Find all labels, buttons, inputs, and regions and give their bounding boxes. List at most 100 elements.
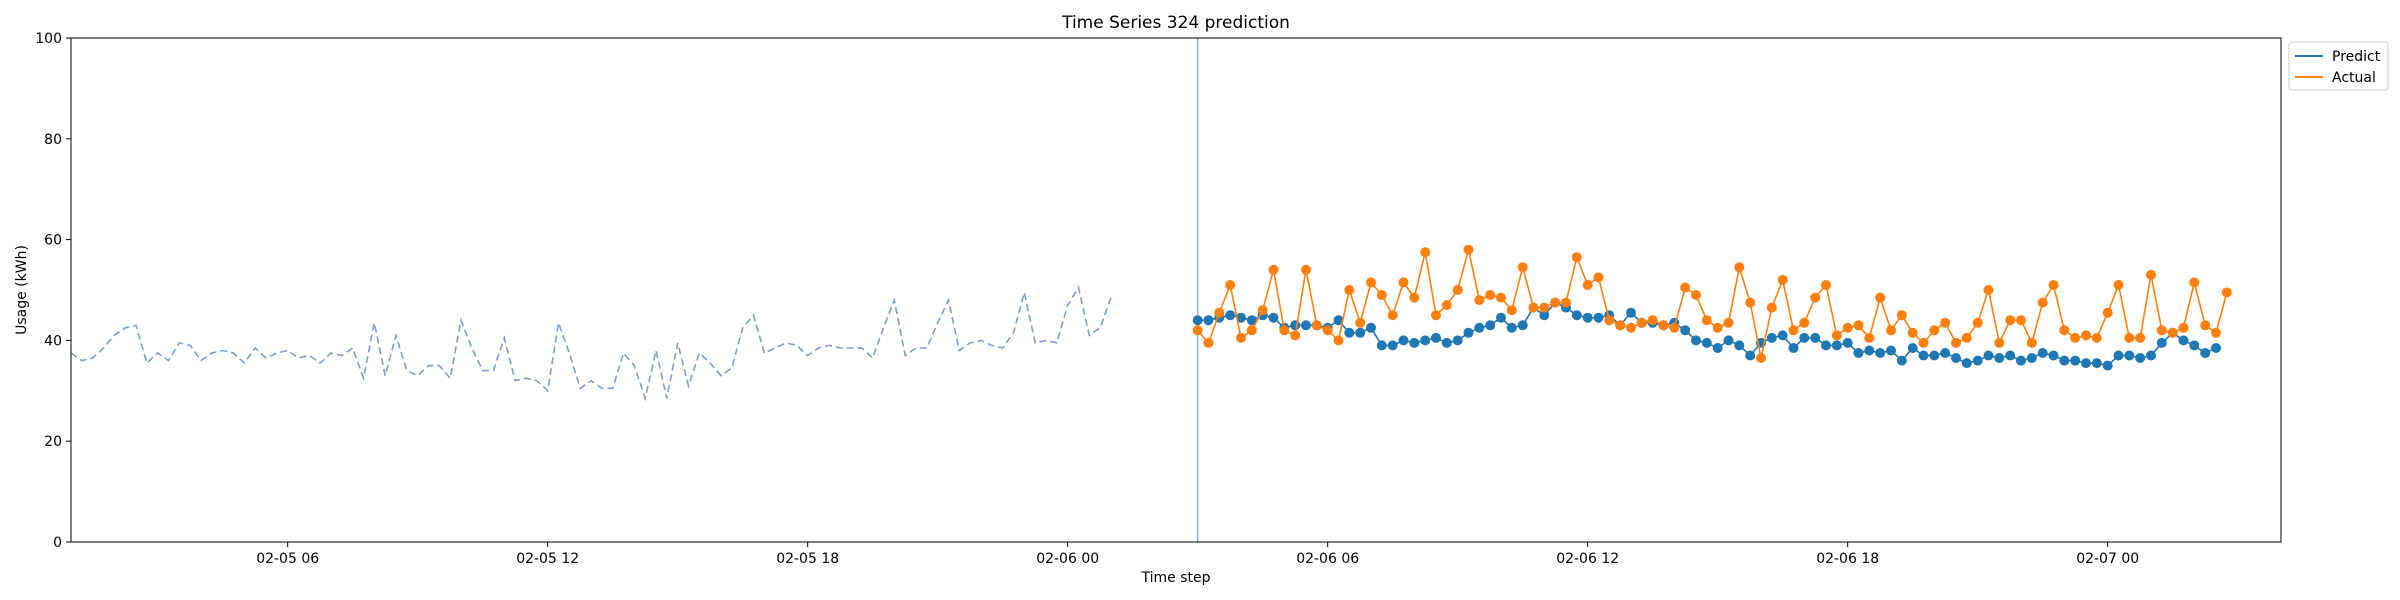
data-point-actual [1658,320,1669,331]
data-point-predict [1246,315,1257,326]
plot-area-frame [70,37,2282,543]
data-point-actual [1810,292,1821,303]
data-point-actual [2135,332,2146,343]
data-point-actual [1745,297,1756,308]
data-point-predict [1409,337,1420,348]
data-point-actual [1539,302,1550,313]
x-tick-label: 02-06 06 [1296,551,1359,567]
x-tick-label: 02-05 12 [516,551,579,567]
data-point-actual [1474,295,1485,306]
series-line-actual [1197,249,2228,359]
data-point-predict [1701,337,1712,348]
data-point-actual [2102,307,2113,318]
data-point-actual [1268,264,1279,275]
data-point-predict [2070,355,2081,366]
data-point-predict [2178,335,2189,346]
data-point-actual [1951,337,1961,348]
data-point-predict [1831,340,1842,351]
plot-layer [70,38,2232,542]
data-point-actual [1301,264,1311,275]
data-point-actual [2016,315,2026,326]
data-point-predict [1691,335,1701,346]
x-tick-label: 02-06 12 [1556,551,1619,567]
data-point-predict [1983,350,1994,361]
history-line [70,285,1112,402]
legend-label-actual: Actual [2332,70,2376,86]
data-point-predict [1875,348,1886,358]
data-point-predict [1788,343,1799,353]
y-tick-label: 100 [35,31,62,47]
data-point-actual [1929,325,1940,336]
data-point-actual [1290,330,1301,341]
data-point-predict [1918,350,1929,361]
data-point-actual [1528,302,1539,313]
data-point-actual [1701,315,1712,326]
data-point-actual [1496,292,1506,303]
data-point-actual [1712,322,1723,333]
data-point-predict [1474,322,1485,333]
data-point-actual [2221,287,2232,298]
data-point-predict [1680,325,1691,336]
data-point-predict [1506,322,1517,333]
data-point-actual [1431,310,1441,321]
data-point-actual [1756,353,1766,363]
x-tick-label: 02-07 00 [2076,551,2139,567]
data-point-predict [1734,340,1745,351]
y-tick-label: 20 [44,434,62,450]
data-point-actual [1246,325,1257,336]
data-point-predict [1745,350,1756,361]
data-point-actual [1506,305,1517,316]
data-point-actual [2211,327,2221,338]
y-tick-label: 0 [53,535,62,551]
data-point-predict [1723,335,1734,346]
data-point-actual [2091,332,2102,343]
data-point-actual [1669,322,1680,333]
data-point-predict [1626,307,1636,318]
data-point-predict [1192,315,1203,326]
data-point-actual [1311,320,1322,331]
data-point-actual [1940,317,1951,328]
data-point-predict [1301,320,1311,331]
data-point-predict [2005,350,2016,361]
data-point-actual [1626,322,1636,333]
data-point-predict [2102,360,2113,371]
data-point-actual [1788,325,1799,336]
x-axis-label: Time step [1141,570,1211,586]
data-point-actual [2167,327,2178,338]
data-point-predict [1593,312,1604,323]
data-point-predict [1571,310,1582,321]
data-point-actual [2156,325,2167,336]
data-point-actual [1376,290,1387,300]
y-tick-label: 80 [44,132,62,148]
data-point-predict [1431,332,1441,343]
x-axis: 02-05 06 02-05 12 02-05 18 02-06 00 02-06 06… [256,542,2139,567]
y-tick-label: 60 [44,233,62,249]
data-point-actual [2113,280,2124,290]
data-point-predict [1961,358,1972,369]
data-point-actual [1680,282,1691,293]
data-point-actual [1279,325,1290,336]
data-point-predict [1496,312,1506,323]
data-point-predict [1777,330,1788,341]
data-point-predict [2189,340,2200,351]
data-point-actual [1355,317,1366,328]
data-point-actual [1636,317,1647,328]
data-point-actual [1972,317,1983,328]
y-axis-label: Usage (kWh) [14,245,30,335]
data-point-predict [1821,340,1831,351]
data-point-predict [1712,343,1723,353]
data-point-actual [1409,292,1420,303]
y-axis: 0 20 40 60 80 100 [35,31,71,551]
data-point-actual [1864,332,1875,343]
data-point-predict [1333,315,1344,326]
data-point-predict [1387,340,1398,351]
data-point-predict [1539,310,1550,321]
data-point-actual [1452,285,1463,295]
data-point-actual [1203,337,1214,348]
data-point-predict [2211,343,2221,353]
data-point-predict [2146,350,2156,361]
data-point-predict [1420,335,1431,346]
data-point-actual [1344,285,1355,295]
data-point-actual [1463,244,1474,255]
x-tick-label: 02-06 18 [1816,551,1879,567]
